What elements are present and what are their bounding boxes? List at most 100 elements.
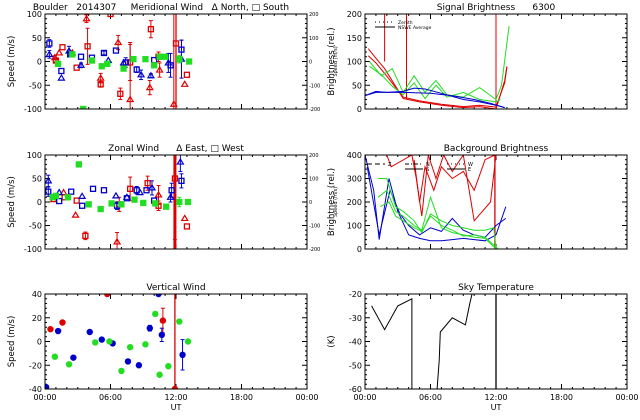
data-point [152,200,159,207]
plot-area [45,155,192,249]
y-tick-label: 0 [37,198,42,207]
data-point [135,362,143,369]
data-point [55,48,64,56]
data-point [85,201,92,208]
data-point [64,46,74,54]
y-tick-label: 0 [37,338,42,347]
plot-area [371,294,497,389]
data-point [98,336,105,343]
y-axis-label: Speed (m/s) [7,316,17,368]
data-point [69,51,76,58]
legend-label: N [426,162,430,168]
data-point [106,338,113,345]
y-axis-label: Speed (m/s) [7,36,17,88]
legend-label: NSWE Average [398,25,432,31]
data-point [45,383,50,389]
data-point [111,191,121,199]
data-point [89,185,97,192]
right-y-axis-label: Speed (m/s) [333,187,339,217]
data-point [142,55,149,63]
data-point [120,65,127,72]
data-point [184,198,192,206]
data-point [172,40,180,47]
data-point [46,40,53,47]
y-tick-label: 0 [37,58,42,67]
data-point [45,176,53,184]
series-line-red-2 [413,155,496,203]
data-point [152,310,159,318]
y-tick-label: -50 [29,81,42,90]
data-point [171,385,179,389]
series-line-blue-2 [365,91,505,109]
series-line-red-1 [386,155,497,222]
data-point [156,53,163,60]
y-tick-label: -50 [29,222,42,231]
data-point [178,177,185,185]
series-line-sky-temp-2 [436,294,473,389]
series-line-red-2 [367,55,508,108]
plot-area [45,294,192,389]
data-point [108,200,115,207]
plot-frame [44,154,308,250]
data-point [145,83,154,91]
data-point [80,105,87,109]
x-tick-label: 00:00 [295,393,318,402]
y-tick-label: 150 [347,34,362,43]
right-y-tick-label: -200 [309,247,320,253]
data-point [64,194,72,201]
chart-title: Signal Brightness 6300 [437,3,556,13]
data-point [59,319,66,326]
data-point [133,66,140,73]
data-point [155,65,164,73]
data-point [183,71,191,78]
data-point [165,363,172,370]
y-tick-label: -60 [349,385,362,394]
data-point [51,353,59,360]
right-y-tick-label: 100 [309,177,319,183]
data-point [123,195,131,202]
data-point [126,344,134,351]
data-point [112,237,122,245]
x-tick-label: 12:00 [484,393,507,402]
data-point [71,210,80,218]
y-tick-label: 400 [347,151,362,160]
y-tick-label: -40 [29,385,42,394]
data-point [100,187,108,194]
series-line-green-2 [377,189,497,249]
x-tick-label: 00:00 [33,393,56,402]
data-point [88,57,96,64]
data-point [122,193,131,200]
data-point [78,202,86,209]
right-y-tick-label: 200 [309,153,319,159]
data-point [144,180,151,187]
panel-zonal: Zonal Wind Δ East, □ West Speed (m/s) Spee… [7,144,339,254]
data-point [70,354,77,361]
x-tick-label: 06:00 [419,393,442,402]
y-axis-label: Brightness (rel.) [327,168,337,236]
data-point [180,214,189,222]
y-tick-label: 100 [347,222,362,231]
legend-label: S [426,167,429,173]
data-point [100,49,108,57]
plot-frame [44,293,308,390]
data-point [168,187,175,194]
data-point [84,43,91,50]
x-tick-label: 18:00 [550,393,573,402]
right-y-tick-label: -100 [309,224,320,230]
plot-area [45,14,193,109]
data-point [77,53,85,60]
data-point [155,294,162,298]
data-point [82,232,89,239]
y-tick-label: 50 [352,81,362,90]
data-point [154,190,163,198]
right-y-tick-label: -100 [309,83,320,89]
data-point [97,205,104,213]
chart-title: Vertical Wind [146,283,205,293]
legend-label: E [468,167,471,173]
data-point [158,331,166,339]
panel-meridional: Boulder 2014307 Meridional Wind Δ North,… [7,3,339,114]
data-point [57,73,66,81]
right-y-tick-label: 0 [309,200,312,206]
